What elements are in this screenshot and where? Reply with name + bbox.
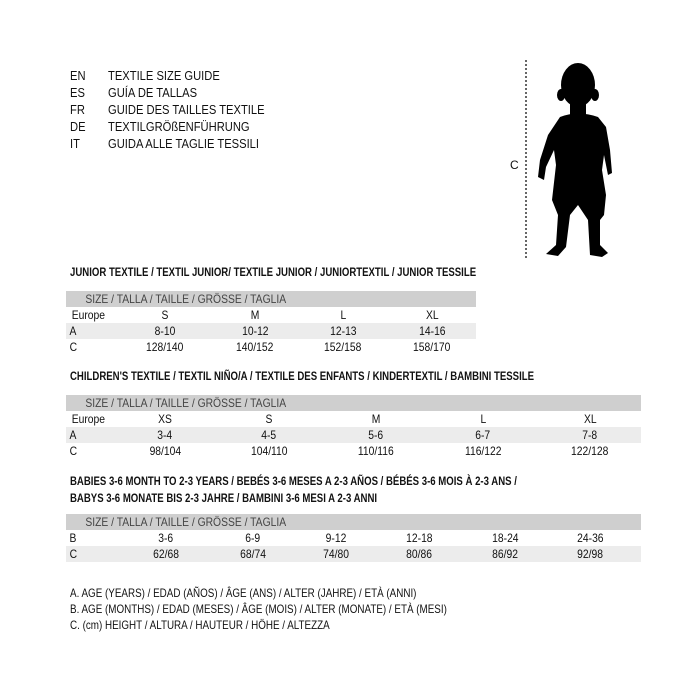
children-size-table: SIZE / TALLA / TAILLE / GRÖSSE / TAGLIA … xyxy=(66,395,641,459)
table-row: B 3-6 6-9 9-12 12-18 18-24 24-36 xyxy=(66,530,641,546)
junior-section-title: JUNIOR TEXTILE / TEXTIL JUNIOR/ TEXTILE … xyxy=(70,265,477,279)
header-label: SIZE / TALLA / TAILLE / GRÖSSE / TAGLIA xyxy=(85,515,287,529)
table-cell: 5-6 xyxy=(368,428,384,442)
row-label: C xyxy=(69,547,78,561)
child-silhouette-icon xyxy=(538,63,612,257)
babies-section-title-line2: BABYS 3-6 MONATE BIS 2-3 JAHRE / BAMBINI… xyxy=(70,491,378,505)
babies-section-title-line1: BABIES 3-6 MONTH TO 2-3 YEARS / BEBÉS 3-… xyxy=(70,474,517,488)
table-cell: 86/92 xyxy=(492,547,518,561)
table-cell: 128/140 xyxy=(146,340,184,354)
table-cell: 9-12 xyxy=(325,531,347,545)
row-label: C xyxy=(69,444,78,458)
legend-a: A. AGE (YEARS) / EDAD (AÑOS) / ÂGE (ANS)… xyxy=(70,586,417,600)
row-label: Europe xyxy=(71,308,105,322)
table-cell: 110/116 xyxy=(358,444,394,458)
header-label: SIZE / TALLA / TAILLE / GRÖSSE / TAGLIA xyxy=(85,292,287,306)
table-cell: L xyxy=(340,308,346,322)
row-label: B xyxy=(69,531,77,545)
table-cell: 140/152 xyxy=(236,340,274,354)
table-cell: 104/110 xyxy=(250,444,288,458)
table-cell: XS xyxy=(158,412,172,426)
table-cell: 12-13 xyxy=(329,324,357,338)
row-label: A xyxy=(69,324,77,338)
table-header: SIZE / TALLA / TAILLE / GRÖSSE / TAGLIA xyxy=(66,291,476,307)
table-cell: M xyxy=(371,412,381,426)
table-cell: 12-18 xyxy=(405,531,433,545)
table-cell: 8-10 xyxy=(154,324,176,338)
legend-b: B. AGE (MONTHS) / EDAD (MESES) / ÂGE (MO… xyxy=(70,602,447,616)
table-cell: 122/128 xyxy=(571,444,609,458)
table-cell: 68/74 xyxy=(240,547,266,561)
table-cell: 6-7 xyxy=(475,428,491,442)
height-measure-label: C xyxy=(510,158,519,172)
children-section-title: CHILDREN'S TEXTILE / TEXTIL NIÑO/A / TEX… xyxy=(70,369,535,383)
table-cell: 62/68 xyxy=(153,547,179,561)
lang-title: GUIDA ALLE TAGLIE TESSILI xyxy=(108,136,260,151)
legend-c: C. (cm) HEIGHT / ALTURA / HAUTEUR / HÖHE… xyxy=(70,618,330,632)
table-row: Europe XS S M L XL xyxy=(66,411,641,427)
table-cell: 24-36 xyxy=(576,531,604,545)
table-cell: 152/158 xyxy=(324,340,362,354)
table-cell: 3-6 xyxy=(158,531,174,545)
height-measure-line xyxy=(525,60,527,258)
lang-code: EN xyxy=(70,68,86,83)
table-cell: XL xyxy=(583,412,597,426)
table-row: C 62/68 68/74 74/80 80/86 86/92 92/98 xyxy=(66,546,641,562)
table-cell: 80/86 xyxy=(406,547,432,561)
table-row: C 98/104 104/110 110/116 116/122 122/128 xyxy=(66,443,641,459)
table-row: Europe S M L XL xyxy=(66,307,476,323)
table-header: SIZE / TALLA / TAILLE / GRÖSSE / TAGLIA xyxy=(66,395,641,411)
table-cell: 14-16 xyxy=(418,324,446,338)
table-cell: 6-9 xyxy=(245,531,261,545)
lang-title: TEXTILGRÖßENFÜHRUNG xyxy=(108,119,250,134)
table-cell: 158/170 xyxy=(413,340,451,354)
table-cell: 92/98 xyxy=(577,547,603,561)
table-cell: L xyxy=(480,412,486,426)
lang-code: DE xyxy=(70,119,86,134)
lang-title: TEXTILE SIZE GUIDE xyxy=(108,68,220,83)
table-cell: 18-24 xyxy=(491,531,519,545)
junior-size-table: SIZE / TALLA / TAILLE / GRÖSSE / TAGLIA … xyxy=(66,291,476,355)
row-label: Europe xyxy=(71,412,105,426)
row-label: C xyxy=(69,340,78,354)
table-cell: M xyxy=(250,308,260,322)
table-cell: 4-5 xyxy=(261,428,277,442)
lang-code: FR xyxy=(70,102,85,117)
table-header: SIZE / TALLA / TAILLE / GRÖSSE / TAGLIA xyxy=(66,514,641,530)
table-cell: 98/104 xyxy=(149,444,181,458)
lang-code: IT xyxy=(70,136,80,151)
row-label: A xyxy=(69,428,77,442)
table-row: A 8-10 10-12 12-13 14-16 xyxy=(66,323,476,339)
table-cell: S xyxy=(161,308,169,322)
lang-title: GUIDE DES TAILLES TEXTILE xyxy=(108,102,265,117)
table-cell: 3-4 xyxy=(157,428,173,442)
table-cell: XL xyxy=(425,308,439,322)
table-row: A 3-4 4-5 5-6 6-7 7-8 xyxy=(66,427,641,443)
table-row: C 128/140 140/152 152/158 158/170 xyxy=(66,339,476,355)
lang-code: ES xyxy=(70,85,85,100)
table-cell: 10-12 xyxy=(241,324,269,338)
table-cell: 74/80 xyxy=(323,547,349,561)
table-cell: 116/122 xyxy=(464,444,502,458)
header-label: SIZE / TALLA / TAILLE / GRÖSSE / TAGLIA xyxy=(85,396,287,410)
lang-title: GUÍA DE TALLAS xyxy=(108,85,198,100)
table-cell: S xyxy=(265,412,273,426)
table-cell: 7-8 xyxy=(582,428,598,442)
babies-size-table: SIZE / TALLA / TAILLE / GRÖSSE / TAGLIA … xyxy=(66,514,641,562)
